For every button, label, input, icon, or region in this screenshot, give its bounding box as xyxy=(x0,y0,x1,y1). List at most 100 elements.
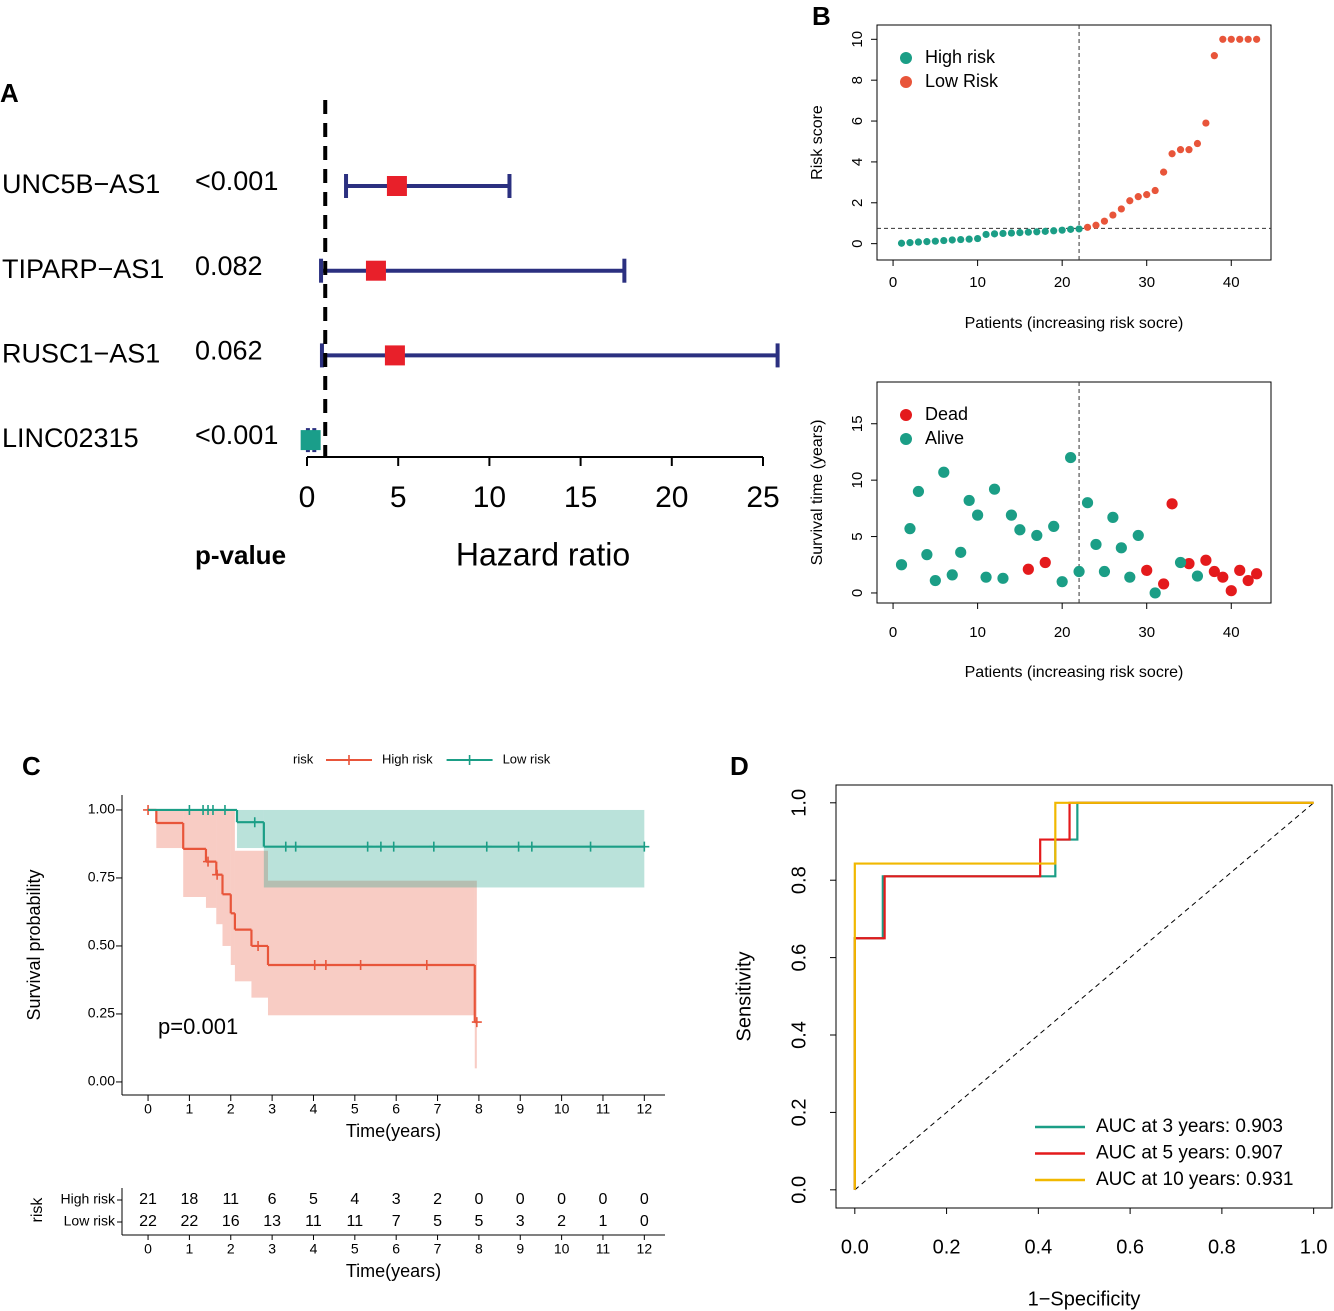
censor-mark xyxy=(585,841,596,852)
panel-letter: B xyxy=(812,1,831,31)
censor-mark xyxy=(471,1017,482,1028)
confidence-band xyxy=(236,809,264,849)
x-tick-label: 10 xyxy=(969,624,986,641)
point xyxy=(1081,497,1094,509)
y-tick-label: 0.50 xyxy=(88,937,115,953)
diagonal-reference xyxy=(854,802,1314,1191)
censor-mark xyxy=(184,804,195,815)
table-cell: 0 xyxy=(557,1191,566,1208)
x-tick-label: 20 xyxy=(655,481,688,514)
point xyxy=(1115,542,1127,554)
table-x-tick-label: 8 xyxy=(475,1241,483,1257)
table-cell: 3 xyxy=(516,1213,525,1230)
table-cell: 0 xyxy=(640,1213,649,1230)
point xyxy=(1244,35,1252,43)
point xyxy=(1193,139,1202,148)
table-cell: 2 xyxy=(557,1213,566,1230)
hr-box xyxy=(384,345,405,366)
point xyxy=(931,237,939,245)
confidence-band xyxy=(156,809,184,849)
table-x-axis-label: Time(years) xyxy=(346,1261,441,1281)
x-tick-label: 40 xyxy=(1223,274,1240,291)
point xyxy=(1219,35,1227,43)
legend-marker xyxy=(900,52,912,64)
point xyxy=(1126,197,1134,205)
point xyxy=(1041,227,1049,235)
hr-box xyxy=(365,260,386,281)
table-cell: 11 xyxy=(222,1191,239,1208)
x-tick-label: 30 xyxy=(1138,274,1155,291)
x-axis-label: Time(years) xyxy=(346,1121,441,1141)
censor-mark xyxy=(253,940,264,951)
point xyxy=(957,235,965,244)
legend-marker xyxy=(344,755,354,765)
x-tick-label: 0.2 xyxy=(933,1236,961,1258)
point xyxy=(1065,451,1077,464)
table-cell: 0 xyxy=(516,1191,525,1208)
point xyxy=(940,236,948,245)
table-cell: 4 xyxy=(350,1191,359,1208)
point xyxy=(1005,509,1018,521)
x-axis-label: Patients (increasing risk socre) xyxy=(965,664,1184,681)
point xyxy=(1151,186,1159,195)
x-tick-label: 10 xyxy=(969,274,986,291)
x-tick-label: 2 xyxy=(227,1101,235,1117)
point xyxy=(1134,193,1142,201)
legend-label: AUC at 10 years: 0.931 xyxy=(1096,1169,1294,1190)
table-cell: 1 xyxy=(599,1213,608,1230)
point xyxy=(1098,565,1111,578)
p-value: 0.062 xyxy=(195,336,263,366)
point xyxy=(1200,554,1212,566)
point xyxy=(1183,558,1195,570)
point xyxy=(997,572,1009,584)
table-x-tick-label: 0 xyxy=(144,1241,152,1257)
x-tick-label: 25 xyxy=(746,481,779,514)
x-tick-label: 30 xyxy=(1138,624,1155,641)
legend-label: AUC at 3 years: 0.903 xyxy=(1096,1116,1283,1137)
confidence-band xyxy=(267,880,475,1016)
y-tick-label: 1.0 xyxy=(788,789,810,817)
point xyxy=(1031,529,1043,542)
point xyxy=(923,238,931,246)
point xyxy=(1092,221,1100,229)
plot-frame xyxy=(835,784,1333,1209)
table-cell: 5 xyxy=(309,1191,318,1208)
legend-marker xyxy=(900,76,912,88)
x-tick-label: 0 xyxy=(889,624,897,641)
censor-mark xyxy=(280,841,291,852)
point xyxy=(1225,585,1237,597)
x-tick-label: 9 xyxy=(516,1101,524,1117)
y-tick-label: 8 xyxy=(849,76,866,84)
table-x-tick-label: 4 xyxy=(310,1241,318,1257)
annotation: p=0.001 xyxy=(158,1014,238,1039)
y-axis-label: Sensitivity xyxy=(733,951,755,1041)
x-tick-label: 7 xyxy=(434,1101,442,1117)
x-tick-label: 0.6 xyxy=(1116,1236,1144,1258)
censor-mark xyxy=(375,841,386,852)
y-tick-label: 10 xyxy=(849,31,866,48)
censor-mark xyxy=(481,841,492,852)
x-tick-label: 12 xyxy=(637,1101,653,1117)
table-cell: 0 xyxy=(640,1191,649,1208)
censor-mark xyxy=(362,841,373,852)
point xyxy=(895,559,908,571)
point xyxy=(921,549,933,561)
x-tick-label: 0 xyxy=(889,274,897,291)
table-x-tick-label: 7 xyxy=(434,1241,442,1257)
y-tick-label: 5 xyxy=(849,532,866,540)
point xyxy=(1056,576,1068,588)
x-tick-label: 4 xyxy=(310,1101,318,1117)
point xyxy=(1234,564,1246,576)
panel-letter: D xyxy=(730,751,749,781)
table-row-label: Low risk xyxy=(64,1213,116,1229)
point xyxy=(1058,226,1066,234)
point xyxy=(1039,556,1051,569)
point xyxy=(1160,168,1168,176)
point xyxy=(1073,565,1085,578)
x-tick-label: 0.8 xyxy=(1208,1236,1236,1258)
point xyxy=(1166,498,1178,510)
row-label: TIPARP−AS1 xyxy=(2,254,164,284)
point xyxy=(963,494,975,507)
x-tick-label: 20 xyxy=(1054,624,1071,641)
